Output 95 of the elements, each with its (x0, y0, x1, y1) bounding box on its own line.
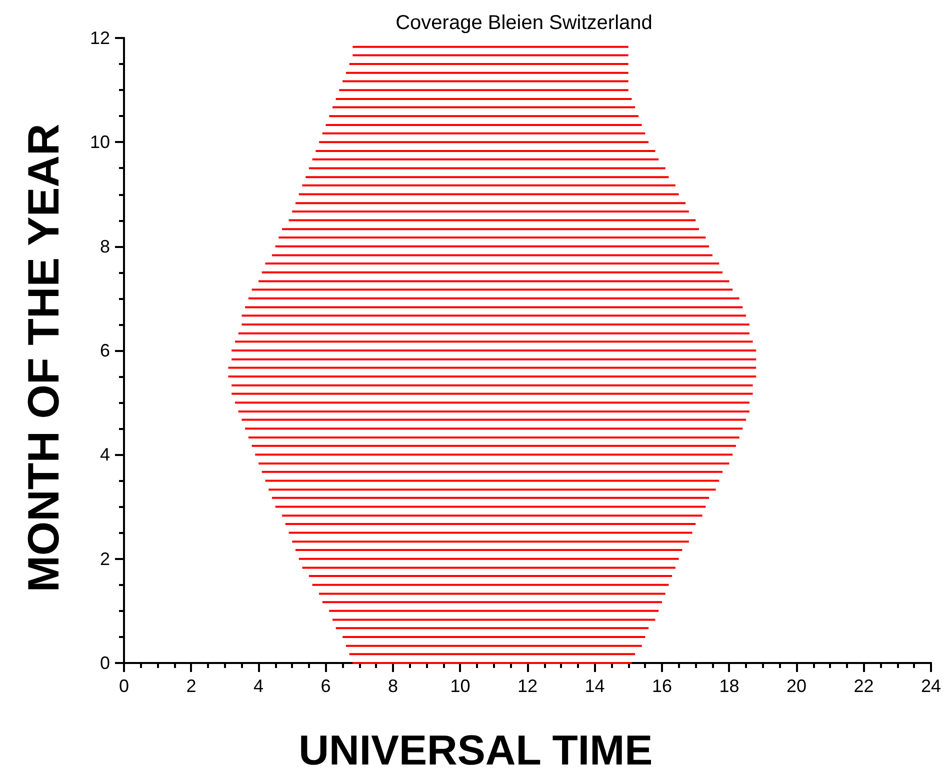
x-tick-label: 20 (786, 676, 807, 696)
bar (319, 592, 666, 595)
bar (245, 428, 743, 430)
y-axis-title: MONTH OF THE YEAR (20, 124, 68, 592)
x-tick-label: 18 (719, 676, 740, 696)
bar (248, 436, 740, 438)
bar (275, 245, 710, 248)
bar (258, 280, 730, 282)
bar (312, 158, 659, 160)
bar (329, 610, 659, 612)
bar (255, 454, 733, 456)
bar (329, 115, 638, 118)
bar (298, 193, 679, 196)
bar (346, 72, 628, 74)
bar (336, 627, 649, 630)
bar (295, 548, 682, 551)
bar (302, 184, 676, 186)
x-tick-label: 2 (186, 676, 196, 696)
bar (339, 89, 628, 92)
bar (272, 254, 712, 256)
bar (278, 236, 706, 238)
bar (258, 462, 730, 465)
y-tick-label: 2 (100, 548, 110, 569)
bar (232, 350, 756, 352)
bar (248, 297, 740, 300)
bar (272, 496, 710, 499)
bar (242, 418, 746, 421)
y-tick-label: 8 (100, 236, 110, 256)
bar (265, 480, 720, 482)
bar (316, 150, 656, 152)
bar (288, 532, 692, 534)
y-tick-label: 4 (100, 444, 110, 465)
bar (342, 80, 628, 82)
bar (275, 506, 706, 508)
bar (322, 132, 646, 134)
x-tick-label: 16 (652, 676, 672, 696)
x-tick-label: 4 (253, 676, 264, 696)
y-tick-label: 12 (90, 28, 110, 48)
bar (332, 618, 656, 621)
bar (262, 271, 723, 274)
bar (326, 124, 642, 126)
bar (242, 323, 750, 326)
bar (268, 488, 716, 491)
x-tick-label: 22 (854, 676, 874, 696)
chart-title: Coverage Bleien Switzerland (396, 12, 652, 34)
bar (288, 219, 696, 222)
bar (285, 522, 696, 525)
bar (352, 662, 632, 664)
x-axis-title: UNIVERSAL TIME (298, 726, 653, 774)
y-tick-label: 0 (100, 653, 110, 673)
bar (232, 358, 756, 360)
bar (238, 410, 750, 412)
bar (302, 566, 676, 569)
bar (332, 106, 636, 108)
bar (252, 288, 733, 291)
x-tick-label: 0 (118, 676, 130, 696)
bar (242, 314, 746, 317)
bar (306, 176, 669, 178)
bar (292, 210, 689, 212)
bar (238, 332, 750, 334)
bar (295, 202, 686, 204)
bar (308, 167, 666, 170)
bar (352, 46, 628, 48)
x-tick-label: 8 (388, 676, 398, 696)
bar (322, 601, 662, 604)
bar (234, 340, 753, 343)
bar (336, 98, 632, 100)
bar (282, 228, 699, 230)
bar (319, 141, 649, 144)
bar (349, 653, 636, 656)
bar (349, 63, 628, 66)
bar (228, 366, 756, 369)
bar (292, 540, 689, 543)
bar (228, 376, 756, 378)
bar (232, 384, 753, 386)
bar (234, 402, 750, 404)
y-tick-label: 10 (90, 132, 110, 152)
x-tick-label: 24 (920, 676, 942, 696)
bar (342, 636, 646, 638)
bar (262, 470, 723, 473)
x-tick-label: 14 (584, 676, 605, 696)
y-tick-label: 6 (100, 340, 110, 360)
bar (252, 444, 736, 447)
bar (298, 558, 679, 560)
bar (245, 306, 743, 308)
x-tick-label: 6 (320, 676, 331, 696)
bar (308, 575, 672, 578)
bar (312, 584, 669, 586)
x-tick-label: 12 (517, 676, 538, 696)
x-tick-label: 10 (450, 676, 470, 696)
bar (265, 262, 720, 265)
bar (232, 392, 753, 395)
bar (282, 514, 702, 517)
bar (352, 54, 628, 56)
bar (346, 644, 642, 647)
